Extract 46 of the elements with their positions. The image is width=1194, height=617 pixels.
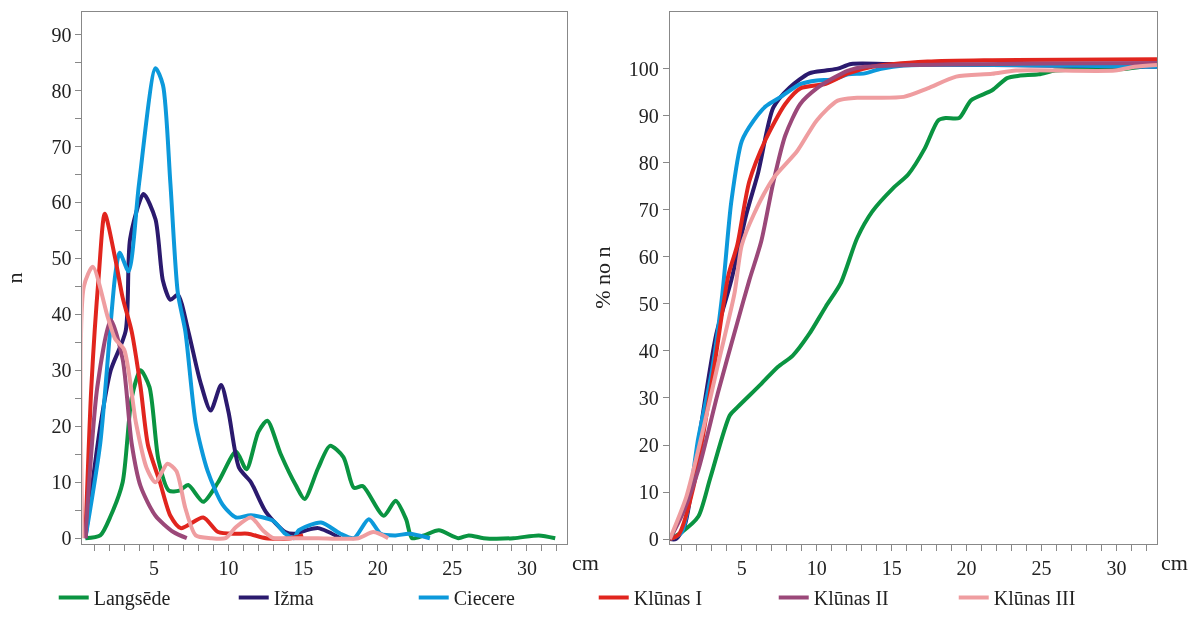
line-series: [83, 317, 189, 541]
x-axis-title: cm: [572, 550, 599, 575]
y-tick-label: 10: [51, 471, 72, 494]
y-tick-label: 90: [51, 23, 72, 46]
y-tick-label: 40: [638, 339, 659, 362]
x-tick-label: 25: [1031, 556, 1052, 579]
legend-label: Langsēde: [93, 587, 171, 611]
y-tick-label: 90: [638, 104, 659, 127]
y-tick-label: 20: [51, 415, 72, 438]
x-tick-label: 20: [367, 556, 388, 579]
y-tick-label: 20: [638, 434, 659, 456]
y-tick-label: 70: [51, 135, 72, 158]
x-tick-label: 10: [218, 556, 239, 579]
y-axis-title: % no n: [589, 246, 615, 309]
line-series: [83, 368, 558, 541]
x-tick-label: 30: [1106, 556, 1127, 579]
y-tick-label: 60: [51, 191, 72, 214]
x-tick-label: 20: [956, 556, 977, 579]
legend-label: Ciecere: [453, 587, 515, 610]
y-tick-label: 50: [638, 292, 659, 315]
x-tick-label: 5: [736, 556, 747, 579]
y-tick-label: 40: [51, 303, 72, 326]
legend-label: Klūnas II: [813, 587, 889, 610]
legend-label: Klūnas I: [633, 587, 703, 610]
y-tick-label: 80: [51, 79, 72, 102]
y-tick-label: 30: [51, 359, 72, 382]
y-tick-label: 30: [638, 386, 659, 409]
legend-label: Ižma: [273, 587, 314, 610]
x-tick-label: 5: [148, 556, 159, 579]
legend-label: Klūnas III: [993, 587, 1076, 610]
y-tick-label: 50: [51, 247, 72, 270]
x-tick-label: 10: [806, 556, 827, 579]
x-tick-label: 25: [442, 556, 463, 579]
y-tick-label: 60: [638, 245, 659, 268]
y-tick-label: 0: [648, 528, 659, 551]
x-tick-label: 30: [516, 556, 537, 579]
x-tick-label: 15: [293, 556, 314, 579]
y-axis-title: n: [2, 272, 28, 284]
y-tick-label: 70: [638, 198, 659, 221]
y-tick-label: 80: [638, 151, 659, 174]
line-series: [82, 264, 391, 541]
y-tick-label: 0: [61, 527, 72, 550]
y-tick-label: 100: [628, 57, 659, 80]
x-axis-title: cm: [1161, 550, 1188, 575]
x-tick-label: 15: [881, 556, 902, 579]
y-tick-label: 10: [638, 481, 659, 504]
